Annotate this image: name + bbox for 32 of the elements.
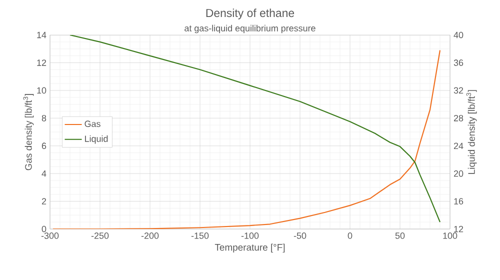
x-tick-label: -50	[294, 232, 306, 239]
y2-tick-label: 16	[454, 198, 464, 204]
chart-title: Density of ethane	[206, 8, 294, 20]
y-tick-label: 14	[37, 32, 46, 38]
x-tick-label: 100	[443, 232, 458, 239]
y2-tick-label: 12	[454, 226, 464, 232]
x-tick-label: -100	[241, 232, 259, 239]
x-tick-label: -300	[41, 232, 59, 239]
y2-tick-label: 28	[454, 114, 464, 122]
x-tick-label: -150	[191, 232, 209, 239]
y-tick-label: 0	[42, 226, 46, 232]
y2-tick-label: 40	[454, 32, 464, 38]
y-tick-label: 12	[37, 60, 46, 66]
y2-tick-label: 20	[454, 170, 464, 177]
y-tick-label: 2	[42, 198, 46, 204]
legend-label: Liquid	[85, 135, 108, 144]
y2-tick-label: 32	[454, 87, 464, 94]
x-tick-label: 50	[395, 232, 405, 239]
x-tick-label: 0	[348, 232, 352, 239]
y-tick-label: 4	[42, 170, 46, 177]
y-tick-label: 6	[42, 142, 46, 150]
y-axis-title: Gas density [lb/ft$^{3}$]	[23, 94, 34, 170]
x-tick-label: -200	[141, 232, 159, 239]
x-tick-label: -250	[91, 232, 109, 239]
legend-label: Gas	[84, 120, 100, 127]
chart-subtitle: at gas-liquid equilibrium pressure	[184, 24, 316, 34]
x-axis-title: Temperature [°F]	[214, 244, 285, 253]
y-tick-label: 8	[42, 114, 46, 122]
y2-tick-label: 36	[454, 60, 464, 66]
y2-tick-label: 24	[454, 142, 464, 149]
y-tick-label: 10	[37, 87, 46, 94]
y2-axis-title: Liquid density [lb/ft$^{3}$]	[466, 90, 477, 174]
